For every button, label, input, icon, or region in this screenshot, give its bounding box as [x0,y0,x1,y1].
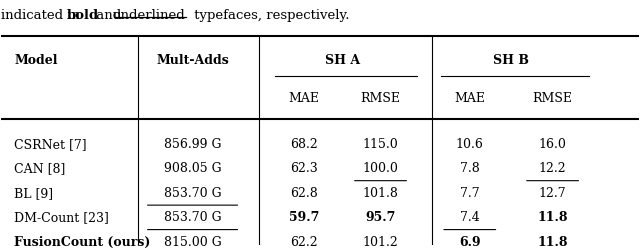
Text: 68.2: 68.2 [290,138,318,150]
Text: typefaces, respectively.: typefaces, respectively. [190,9,349,22]
Text: BL [9]: BL [9] [14,186,53,199]
Text: 853.70 G: 853.70 G [164,210,221,224]
Text: 908.05 G: 908.05 G [164,162,221,175]
Text: MAE: MAE [454,91,485,104]
Text: 101.8: 101.8 [363,186,399,199]
Text: 7.4: 7.4 [460,210,479,224]
Text: CSRNet [7]: CSRNet [7] [14,138,87,150]
Text: underlined: underlined [113,9,186,22]
Text: 16.0: 16.0 [539,138,566,150]
Text: 59.7: 59.7 [289,210,319,224]
Text: 12.7: 12.7 [539,186,566,199]
Text: 853.70 G: 853.70 G [164,186,221,199]
Text: 12.2: 12.2 [539,162,566,175]
Text: 100.0: 100.0 [363,162,399,175]
Text: SH A: SH A [324,54,360,66]
Text: CAN [8]: CAN [8] [14,162,65,175]
Text: SH B: SH B [493,54,529,66]
Text: 815.00 G: 815.00 G [164,235,221,248]
Text: 6.9: 6.9 [459,235,481,248]
Text: 11.8: 11.8 [538,210,568,224]
Text: 115.0: 115.0 [363,138,399,150]
Text: 10.6: 10.6 [456,138,484,150]
Text: FusionCount (ours): FusionCount (ours) [14,235,150,248]
Text: 856.99 G: 856.99 G [164,138,221,150]
Text: 7.8: 7.8 [460,162,479,175]
Text: 101.2: 101.2 [363,235,399,248]
Text: 62.3: 62.3 [290,162,318,175]
Text: Model: Model [14,54,58,66]
Text: MAE: MAE [289,91,319,104]
Text: DM-Count [23]: DM-Count [23] [14,210,109,224]
Text: RMSE: RMSE [360,91,401,104]
Text: 95.7: 95.7 [365,210,396,224]
Text: Mult-Adds: Mult-Adds [156,54,229,66]
Text: 7.7: 7.7 [460,186,479,199]
Text: 11.8: 11.8 [538,235,568,248]
Text: bold: bold [67,9,99,22]
Text: indicated in: indicated in [1,9,84,22]
Text: 62.8: 62.8 [290,186,318,199]
Text: 62.2: 62.2 [291,235,318,248]
Text: and: and [92,9,125,22]
Text: RMSE: RMSE [532,91,573,104]
